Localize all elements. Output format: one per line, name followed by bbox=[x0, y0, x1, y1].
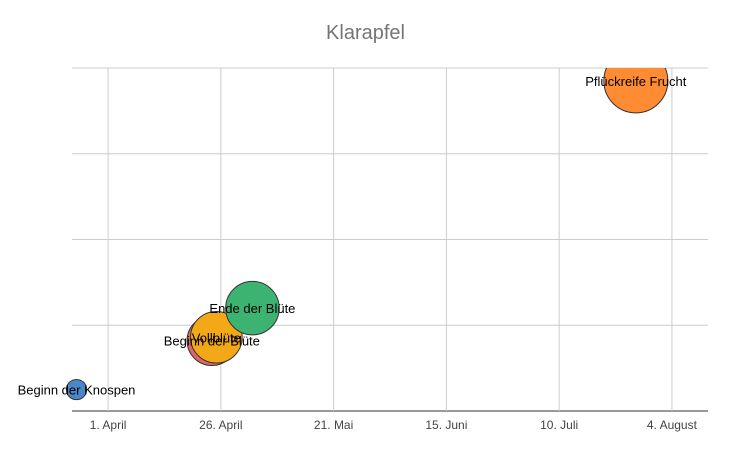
bubble-label: Beginn der Blüte bbox=[164, 334, 260, 349]
bubbles bbox=[65, 68, 669, 401]
bubble-label: Ende der Blüte bbox=[209, 301, 295, 316]
bubble bbox=[225, 280, 280, 336]
x-tick-label: 15. Juni bbox=[425, 418, 467, 432]
bubble bbox=[190, 310, 243, 364]
x-tick-label: 1. April bbox=[90, 418, 127, 432]
bubble-labels: Beginn der Knospen Beginn der BlüteVollbl… bbox=[18, 74, 687, 398]
x-tick-label: 10. Juli bbox=[540, 418, 578, 432]
chart-title: Klarapfel bbox=[326, 22, 405, 44]
x-tick-label: 21. Mai bbox=[314, 418, 353, 432]
bubble-label: Beginn der Knospen bbox=[18, 383, 136, 398]
x-tick-label: 26. April bbox=[199, 418, 242, 432]
bubble bbox=[603, 68, 669, 114]
grid bbox=[72, 67, 708, 412]
x-axis-ticks: 1. April 26. April 21. Mai 15. Juni 10. Juli… bbox=[90, 418, 698, 432]
bubble-label: Vollblüte bbox=[192, 330, 241, 345]
bubble-label: Pflückreife Frucht bbox=[585, 74, 687, 89]
x-tick-label: 4. August bbox=[647, 418, 698, 432]
bubble bbox=[65, 378, 88, 401]
